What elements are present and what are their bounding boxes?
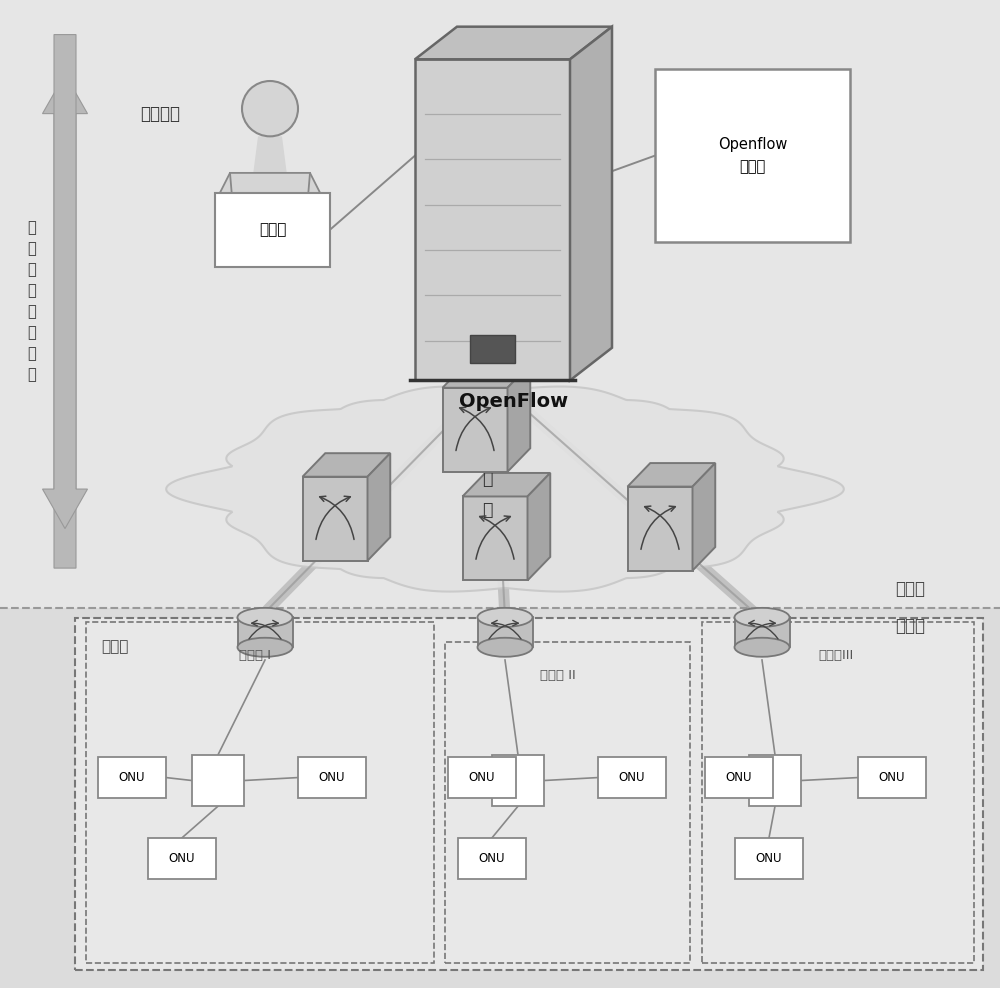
Ellipse shape (478, 608, 532, 627)
Ellipse shape (238, 608, 292, 627)
Bar (98, 757, 166, 798)
Ellipse shape (734, 608, 790, 627)
Bar (702, 622, 974, 963)
Bar (749, 755, 801, 806)
Bar (442, 388, 508, 472)
Text: ONU: ONU (726, 771, 752, 784)
Bar (735, 838, 803, 879)
Bar (192, 755, 244, 806)
FancyArrow shape (42, 74, 88, 568)
Bar (598, 757, 666, 798)
Bar (75, 618, 983, 970)
Bar (458, 838, 526, 879)
Polygon shape (528, 473, 550, 581)
Polygon shape (302, 453, 390, 477)
Text: ONU: ONU (619, 771, 645, 784)
Bar (478, 618, 532, 647)
Polygon shape (252, 136, 288, 183)
Bar (448, 757, 516, 798)
Polygon shape (442, 365, 530, 388)
Bar (148, 838, 216, 879)
Bar (858, 757, 926, 798)
Polygon shape (508, 365, 530, 472)
Bar (215, 193, 330, 267)
Text: 城
域
网: 城 域 网 (482, 440, 492, 519)
Polygon shape (570, 27, 612, 380)
Polygon shape (230, 173, 310, 232)
Ellipse shape (734, 638, 790, 657)
Polygon shape (166, 386, 844, 592)
Bar (445, 642, 690, 963)
Bar (238, 618, 293, 647)
Bar (734, 618, 790, 647)
Circle shape (242, 81, 298, 136)
Text: 软
件
定
义
光
接
入
网: 软 件 定 义 光 接 入 网 (28, 220, 36, 382)
Text: 管理员: 管理员 (259, 222, 286, 237)
Bar (302, 477, 368, 561)
Polygon shape (368, 453, 390, 561)
Bar (0, 0, 1000, 608)
Ellipse shape (238, 638, 292, 657)
Text: 网络域III: 网络域III (818, 649, 854, 662)
Polygon shape (628, 463, 715, 486)
Text: ONU: ONU (319, 771, 345, 784)
Bar (0, 608, 1000, 988)
Text: 接入侧: 接入侧 (895, 618, 925, 635)
Polygon shape (693, 463, 715, 571)
Text: ONU: ONU (756, 852, 782, 865)
Bar (655, 69, 850, 242)
Text: 核心侧: 核心侧 (895, 580, 925, 598)
Text: ONU: ONU (469, 771, 495, 784)
FancyArrow shape (42, 35, 88, 529)
Text: 网络域 II: 网络域 II (540, 669, 576, 682)
Text: 网络域 I: 网络域 I (239, 649, 271, 662)
Bar (298, 757, 366, 798)
Text: Openflow
控制器: Openflow 控制器 (718, 137, 787, 174)
Ellipse shape (478, 638, 532, 657)
Bar (628, 487, 693, 571)
Text: 控制中心: 控制中心 (140, 105, 180, 123)
Bar (86, 622, 434, 963)
Bar (462, 496, 528, 581)
Text: ONU: ONU (479, 852, 505, 865)
Text: ONU: ONU (879, 771, 905, 784)
Text: OpenFlow: OpenFlow (459, 392, 568, 411)
Bar (492, 755, 544, 806)
Bar (470, 335, 515, 363)
Bar (705, 757, 773, 798)
Polygon shape (462, 473, 550, 496)
Polygon shape (215, 173, 325, 203)
Bar (415, 59, 570, 380)
Text: 用户侧: 用户侧 (101, 639, 129, 654)
Polygon shape (415, 27, 612, 59)
Text: ONU: ONU (119, 771, 145, 784)
Text: ONU: ONU (169, 852, 195, 865)
